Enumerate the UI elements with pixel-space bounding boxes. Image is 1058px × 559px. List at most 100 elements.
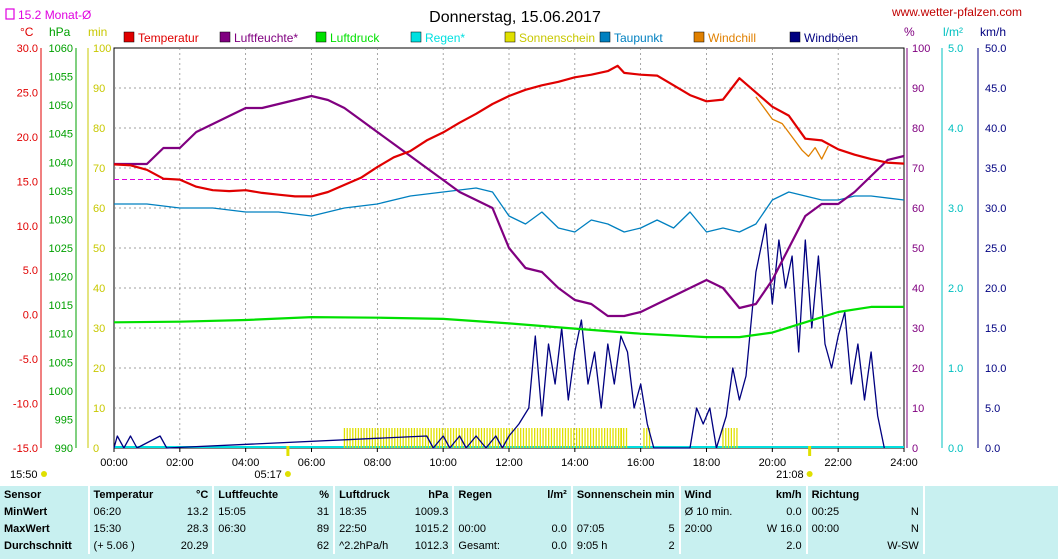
temp-axis-tick: 30.0: [17, 43, 38, 55]
legend-swatch-6: [693, 31, 705, 43]
percent-axis-tick: 10: [912, 403, 924, 415]
series-layer: [113, 64, 905, 449]
x-tick-label: 18:00: [693, 457, 721, 469]
temp-axis-tick: 5.0: [23, 265, 38, 277]
stats-header-temp-unit: °C: [195, 488, 209, 501]
stats-cell: 00:00: [452, 520, 522, 537]
stats-cell: 1012.3: [414, 539, 449, 552]
pressure-axis-tick: 1045: [49, 129, 73, 141]
minutes-axis-tick: 20: [93, 363, 105, 375]
percent-axis-tick: 70: [912, 163, 924, 175]
stats-cell: [212, 537, 306, 554]
pressure-axis-tick: 1025: [49, 243, 73, 255]
legend-label-2: Luftdruck: [330, 31, 380, 45]
minutes-axis-tick: 30: [93, 323, 105, 335]
x-tick-label: 14:00: [561, 457, 589, 469]
stats-cell: [522, 503, 572, 520]
pressure-axis-tick: 1010: [49, 329, 73, 341]
minutes-axis-tick: 40: [93, 283, 105, 295]
legend-label-1: Luftfeuchte*: [234, 31, 298, 45]
stats-cell: [805, 537, 866, 554]
stats-cell: W-SW: [887, 539, 919, 552]
stats-cell: 2.0: [786, 539, 802, 552]
stats-label: Durchschnitt: [4, 539, 72, 552]
stats-header-hum: Luftfeuchte: [212, 486, 306, 503]
stats-cell: 0.0: [786, 505, 802, 518]
unit-speed: km/h: [980, 25, 1006, 39]
stats-cell: 15:05: [212, 503, 306, 520]
x-tick-label: 20:00: [759, 457, 787, 469]
website-link[interactable]: www.wetter-pfalzen.com: [891, 5, 1022, 19]
stats-cell: 00:25: [805, 503, 866, 520]
pressure-axis-tick: 990: [55, 443, 73, 455]
x-tick-label: 08:00: [364, 457, 392, 469]
minutes-axis-tick: 70: [93, 163, 105, 175]
stats-label: MaxWert: [4, 522, 50, 535]
percent-axis-tick: 90: [912, 83, 924, 95]
sunrise-time: 05:17: [254, 469, 282, 481]
unit-percent: %: [904, 25, 915, 39]
temp-axis-tick: 20.0: [17, 132, 38, 144]
sunset-sun-icon: [806, 471, 813, 477]
rain-axis-tick: 1.0: [948, 363, 963, 375]
stats-cell: 2: [668, 539, 675, 552]
stats-cell: 1015.2: [414, 522, 449, 535]
current-sun-icon: [41, 471, 47, 477]
stats-cell: [452, 503, 522, 520]
speed-axis-tick: 30.0: [985, 203, 1006, 215]
percent-axis-tick: 0: [912, 443, 918, 455]
x-tick-label: 10:00: [429, 457, 457, 469]
minutes-axis-tick: 80: [93, 123, 105, 135]
sunset-time: 21:08: [776, 469, 804, 481]
stats-header-temp: Temperatur: [87, 486, 177, 503]
series-windben: [113, 223, 885, 449]
temp-axis-tick: -5.0: [19, 354, 38, 366]
pressure-axis-tick: 1055: [49, 72, 73, 84]
x-tick-label: 04:00: [232, 457, 260, 469]
x-tick-label: 06:00: [298, 457, 326, 469]
monthly-avg-label: 15.2 Monat-Ø: [18, 8, 91, 22]
speed-axis-tick: 0.0: [985, 443, 1000, 455]
minutes-axis-tick: 10: [93, 403, 105, 415]
stats-row-min: MinWert 06:20 13.2 15:05 31 18:35 1009.3…: [0, 503, 1058, 520]
stats-cell: 31: [316, 505, 330, 518]
unit-minutes: min: [88, 25, 107, 39]
legend-label-6: Windchill: [708, 31, 756, 45]
unit-temp: °C: [20, 25, 34, 39]
minutes-axis-tick: 50: [93, 243, 105, 255]
stats-cell: 20.29: [180, 539, 209, 552]
sun-markers: 05:17 21:08 15:50: [10, 446, 813, 481]
speed-axis-tick: 5.0: [985, 403, 1000, 415]
stats-cell: [570, 503, 650, 520]
percent-axis-tick: 20: [912, 363, 924, 375]
stats-header-rain: Regen: [452, 486, 522, 503]
percent-axis-tick: 60: [912, 203, 924, 215]
stats-cell: 06:30: [212, 520, 306, 537]
current-time: 15:50: [10, 469, 38, 481]
stats-cell: 5: [668, 522, 675, 535]
legend-swatch-5: [599, 31, 611, 43]
series-luftdruck: [113, 305, 904, 339]
stats-cell: 13.2: [186, 505, 209, 518]
x-tick-label: 16:00: [627, 457, 655, 469]
stats-header-sun: Sonnenschein min: [570, 486, 680, 503]
stats-row-avg: Durchschnitt (+ 5.06 ) 20.29 62 ^2.2hPa/…: [0, 537, 1058, 554]
percent-axis-tick: 80: [912, 123, 924, 135]
series-windchill: [755, 96, 829, 160]
legend-label-7: Windböen: [804, 31, 858, 45]
speed-axis-tick: 25.0: [985, 243, 1006, 255]
temp-axis-tick: 15.0: [17, 176, 38, 188]
stats-cell: 15:30: [87, 520, 177, 537]
speed-axis-tick: 15.0: [985, 323, 1006, 335]
stats-header-wind: Wind: [678, 486, 758, 503]
stats-cell: W 16.0: [766, 522, 802, 535]
x-tick-label: 12:00: [495, 457, 523, 469]
monthly-avg-marker-icon: [5, 8, 15, 20]
rain-axis-tick: 5.0: [948, 43, 963, 55]
stats-cell: 28.3: [186, 522, 209, 535]
stats-cell: 9:05 h: [570, 537, 650, 554]
temp-axis-tick: 10.0: [17, 221, 38, 233]
stats-cell: 06:20: [87, 503, 177, 520]
stats-cell: Gesamt:: [452, 537, 522, 554]
stats-cell: 0.0: [551, 539, 567, 552]
